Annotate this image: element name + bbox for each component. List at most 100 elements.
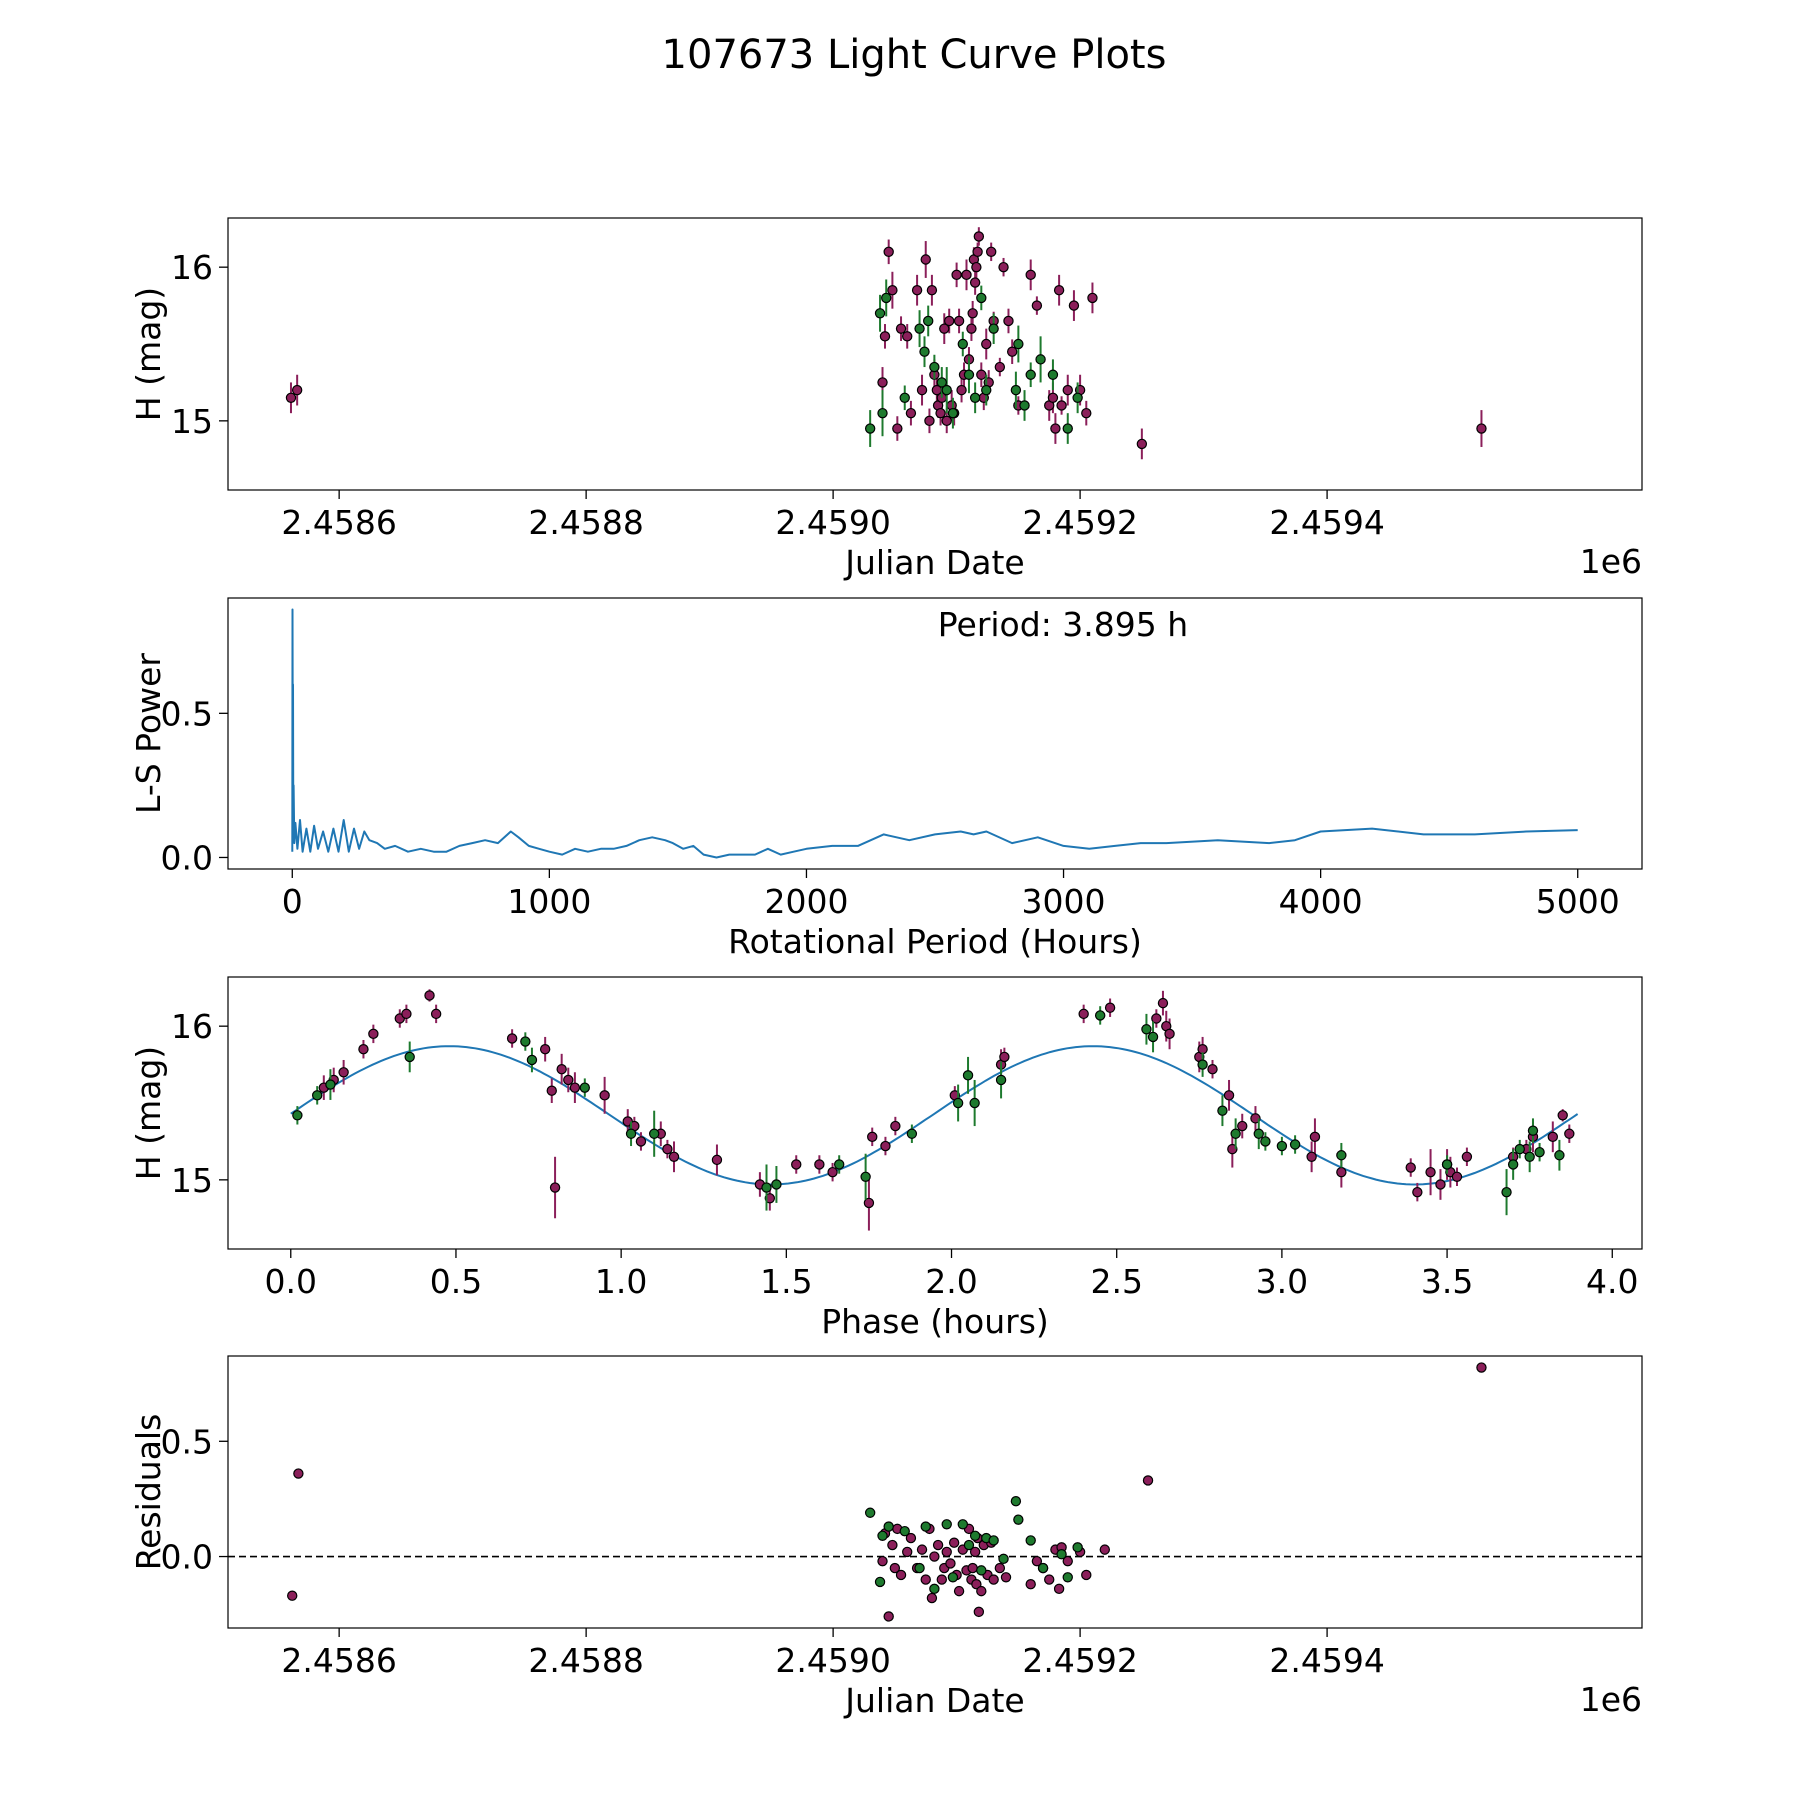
x-tick-label: 2.4590 [775, 1641, 890, 1680]
data-point [404, 1051, 415, 1063]
data-point [1217, 1105, 1228, 1116]
data-point [1476, 423, 1487, 434]
data-point [966, 323, 977, 334]
data-point [1047, 369, 1059, 380]
x-axis-label: Rotational Period (Hours) [728, 922, 1142, 961]
data-point [998, 1553, 1009, 1565]
data-point [902, 331, 913, 342]
data-point [1336, 1166, 1347, 1178]
data-point [881, 292, 892, 304]
data-point [976, 292, 987, 304]
data-point [973, 231, 985, 242]
data-point [556, 1064, 567, 1075]
data-point [291, 384, 303, 396]
y-axis-label: Residuals [129, 1414, 168, 1571]
data-point [1534, 1146, 1545, 1158]
data-point [1151, 1013, 1162, 1024]
y-tick-label: 15 [171, 1161, 213, 1200]
x-tick-label: 2.4592 [1022, 503, 1137, 542]
x-tick-label: 4.0 [1586, 1262, 1638, 1301]
data-point [995, 1074, 1007, 1086]
data-point [1019, 400, 1030, 411]
data-point [941, 384, 952, 396]
periodogram-panel: 0 1000 2000 3000 4000 5000 0.0 0.5 Rotational Pe… [129, 597, 1643, 961]
data-point [971, 1579, 982, 1590]
data-point [929, 361, 940, 373]
axes-frame [227, 976, 1643, 1250]
x-offset-label: 1e6 [1580, 542, 1642, 581]
data-point [1078, 1008, 1089, 1020]
data-point [1250, 1113, 1261, 1124]
data-point [877, 377, 888, 388]
data-point [916, 1544, 928, 1555]
data-point [1010, 1496, 1022, 1507]
data-point [945, 1558, 956, 1569]
data-point [963, 1539, 975, 1551]
data-point [941, 1519, 952, 1530]
data-point [325, 1079, 336, 1090]
data-point [976, 1565, 987, 1576]
figure-title: 107673 Light Curve Plots [662, 32, 1167, 78]
data-point [899, 392, 910, 403]
data-point [863, 1197, 875, 1209]
data-point [905, 1532, 917, 1544]
data-point [546, 1085, 557, 1096]
data-point [1157, 997, 1169, 1009]
data-point [963, 369, 975, 380]
data-point [890, 1120, 901, 1132]
x-tick-label: 2.0 [925, 1262, 977, 1301]
data-point [911, 285, 923, 296]
data-point [1006, 346, 1018, 357]
data-point [988, 1574, 999, 1585]
axes-frame [227, 217, 1643, 491]
plot-area [291, 608, 1578, 859]
axes-frame [227, 597, 1643, 870]
data-point [662, 1143, 673, 1155]
data-point [981, 338, 992, 350]
data-point [1309, 1131, 1321, 1143]
data-point [771, 1179, 782, 1190]
data-point [892, 423, 903, 434]
x-tick-label: 2.4586 [281, 503, 396, 542]
data-point [814, 1159, 825, 1170]
data-point [1524, 1151, 1535, 1162]
data-point [506, 1033, 518, 1044]
data-point [1461, 1151, 1473, 1162]
data-point [895, 323, 907, 334]
data-point [1062, 384, 1073, 396]
data-point [1062, 423, 1073, 434]
data-point [1062, 1555, 1073, 1567]
data-point [1514, 1143, 1525, 1155]
data-point [936, 377, 947, 388]
data-point [358, 1044, 369, 1055]
data-point [920, 1521, 931, 1532]
data-point [953, 1585, 965, 1597]
data-point [926, 285, 938, 296]
data-point [1062, 1572, 1073, 1583]
data-point [1053, 285, 1065, 296]
data-point [430, 1008, 442, 1020]
y-tick-label: 0.5 [161, 694, 213, 733]
data-point [1025, 1535, 1036, 1546]
data-point [877, 1530, 888, 1541]
data-point [952, 1097, 964, 1109]
data-point [947, 1572, 959, 1583]
data-point [1081, 407, 1092, 419]
data-point [994, 1562, 1006, 1574]
data-point [976, 369, 987, 380]
data-point [625, 1128, 637, 1139]
data-point [1412, 1186, 1423, 1198]
data-point [957, 1519, 968, 1530]
data-point [916, 384, 928, 396]
x-tick-label: 2.4594 [1269, 1641, 1384, 1680]
data-point [579, 1082, 591, 1093]
data-point [920, 1574, 931, 1585]
data-point [1197, 1059, 1208, 1070]
x-axis-label: Julian Date [843, 1681, 1025, 1720]
data-point [969, 1097, 980, 1109]
data-point [285, 392, 297, 403]
data-point [880, 1140, 891, 1152]
data-point [1260, 1136, 1271, 1147]
data-point [401, 1008, 412, 1020]
data-point [1207, 1064, 1218, 1075]
